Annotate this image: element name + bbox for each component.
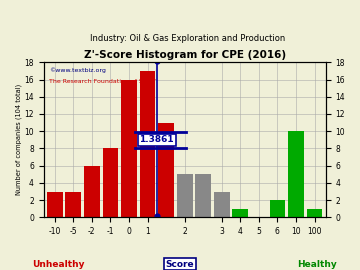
Text: Industry: Oil & Gas Exploration and Production: Industry: Oil & Gas Exploration and Prod… [90,34,285,43]
Bar [307,209,323,217]
Bar [140,71,156,217]
Text: Unhealthy: Unhealthy [32,260,85,269]
Text: 1.3861: 1.3861 [139,135,174,144]
Bar [66,191,81,217]
Text: Score: Score [166,260,194,269]
Bar [214,191,230,217]
Bar [121,79,137,217]
Y-axis label: Number of companies (104 total): Number of companies (104 total) [15,84,22,195]
Text: Healthy: Healthy [297,260,337,269]
Bar [158,123,174,217]
Title: Z'-Score Histogram for CPE (2016): Z'-Score Histogram for CPE (2016) [84,50,286,60]
Bar [103,148,118,217]
Bar [47,191,63,217]
Bar [288,131,304,217]
Bar [195,174,211,217]
Bar [270,200,285,217]
Bar [177,174,193,217]
Bar [233,209,248,217]
Text: The Research Foundation of SUNY: The Research Foundation of SUNY [49,79,156,84]
Text: ©www.textbiz.org: ©www.textbiz.org [49,67,106,73]
Bar [84,166,100,217]
